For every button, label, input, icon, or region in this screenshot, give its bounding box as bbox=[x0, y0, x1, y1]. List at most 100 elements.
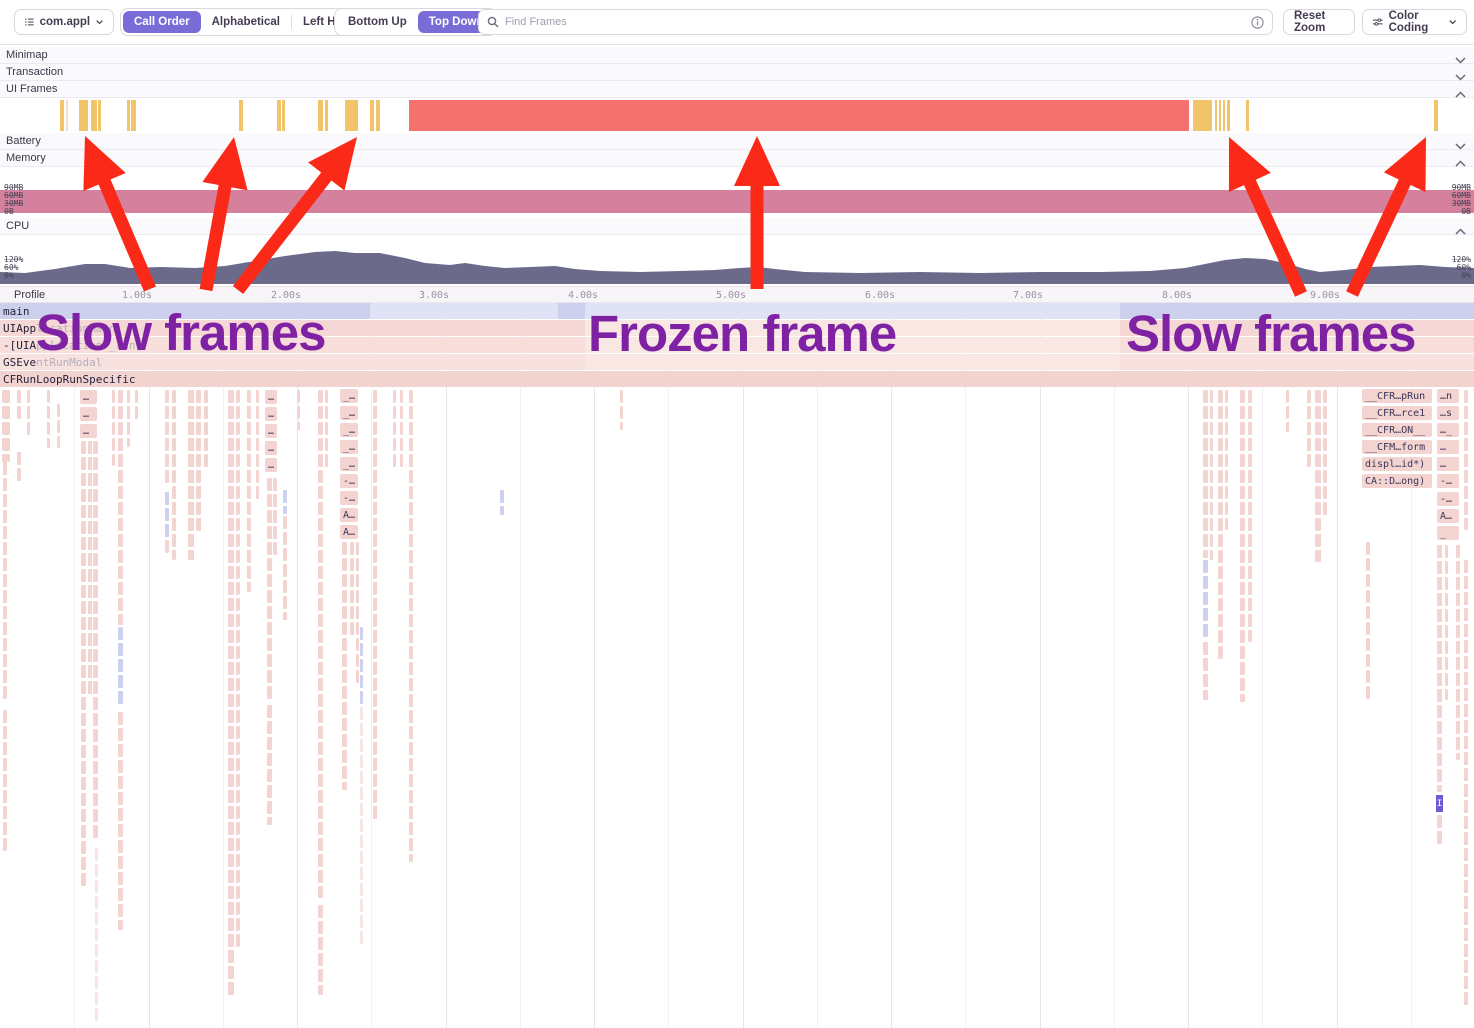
flame-frame-bar[interactable] bbox=[93, 537, 98, 550]
flame-frame-bar[interactable] bbox=[88, 585, 92, 598]
flame-frame-bar[interactable] bbox=[273, 526, 277, 539]
flame-frame-bar[interactable] bbox=[204, 406, 208, 419]
flame-frame-bar[interactable] bbox=[342, 574, 347, 587]
flame-frame-bar[interactable] bbox=[273, 494, 277, 507]
flame-frame-bar[interactable] bbox=[81, 777, 86, 790]
flame-frame-bar[interactable] bbox=[318, 710, 323, 723]
flame-frame-bar[interactable] bbox=[356, 638, 359, 651]
flame-frame-bar[interactable] bbox=[188, 470, 194, 483]
flame-frame-bar[interactable] bbox=[247, 534, 251, 547]
flame-frame-bar[interactable] bbox=[172, 502, 176, 515]
flame-frame-bar[interactable] bbox=[409, 854, 413, 862]
flame-frame-bar[interactable] bbox=[356, 654, 359, 667]
flame-frame-bar[interactable] bbox=[360, 819, 363, 832]
flame-frame-bar[interactable] bbox=[81, 809, 86, 822]
flame-frame-bar[interactable] bbox=[196, 422, 201, 435]
flame-frame-bar[interactable] bbox=[393, 422, 396, 435]
flame-frame-bar[interactable] bbox=[1464, 928, 1468, 941]
flame-frame-bar[interactable] bbox=[228, 982, 234, 995]
flame-frame-bar[interactable] bbox=[236, 774, 240, 787]
flame-frame-bar[interactable] bbox=[236, 806, 240, 819]
flame-frame-bar[interactable] bbox=[93, 473, 98, 486]
flame-frame-bar[interactable] bbox=[3, 774, 7, 787]
flame-frame-bar[interactable] bbox=[1366, 670, 1370, 683]
flame-frame-bar[interactable] bbox=[112, 422, 115, 435]
flame-frame-bar[interactable] bbox=[188, 502, 194, 515]
flame-frame-bar[interactable] bbox=[2, 390, 10, 403]
flame-frame-bar[interactable] bbox=[1464, 704, 1468, 717]
flame-frame-bar[interactable] bbox=[373, 390, 377, 403]
flame-frame-bar[interactable] bbox=[236, 534, 240, 547]
flame-frame-bar[interactable] bbox=[95, 864, 98, 877]
flame-frame-bar[interactable] bbox=[373, 486, 377, 499]
slow-frame-bar[interactable] bbox=[325, 100, 328, 131]
flame-frame-bar[interactable] bbox=[3, 654, 7, 667]
flame-frame-bar[interactable] bbox=[2, 406, 10, 419]
flame-frame-bar[interactable] bbox=[1464, 816, 1468, 829]
flame-frame-bar[interactable] bbox=[247, 454, 251, 467]
flame-frame-bar[interactable] bbox=[409, 470, 413, 483]
flame-frame-labeled[interactable]: … bbox=[80, 407, 97, 421]
flame-frame-bar[interactable] bbox=[1248, 566, 1252, 579]
slow-frame-bar[interactable] bbox=[1227, 100, 1230, 131]
flame-frame-bar[interactable] bbox=[81, 793, 86, 806]
flame-frame-bar[interactable] bbox=[1203, 438, 1208, 451]
flame-frame-bar[interactable] bbox=[228, 790, 234, 803]
flame-frame-bar[interactable] bbox=[409, 582, 413, 595]
flame-frame-bar[interactable] bbox=[88, 473, 92, 486]
flame-frame-bar[interactable] bbox=[236, 934, 240, 947]
flame-frame-bar[interactable] bbox=[17, 468, 21, 481]
flame-frame-bar[interactable] bbox=[318, 838, 323, 851]
flame-frame-bar[interactable] bbox=[228, 934, 234, 947]
flame-frame-bar[interactable] bbox=[118, 840, 123, 853]
flame-frame-bar[interactable] bbox=[1464, 880, 1468, 893]
flame-frame-bar[interactable] bbox=[360, 931, 363, 944]
flame-frame-bar[interactable] bbox=[373, 406, 377, 419]
flame-frame-bar[interactable] bbox=[236, 678, 240, 691]
flame-frame-bar[interactable] bbox=[1218, 390, 1223, 403]
flame-row-uiapp[interactable]: UIApplicationMain bbox=[0, 320, 1474, 336]
flame-frame-bar[interactable] bbox=[360, 707, 363, 720]
flame-frame-bar[interactable] bbox=[318, 790, 323, 803]
flame-frame-bar[interactable] bbox=[1240, 422, 1245, 435]
flame-frame-bar[interactable] bbox=[273, 478, 277, 491]
flame-frame-bar[interactable] bbox=[188, 486, 194, 499]
flame-frame-bar[interactable] bbox=[1315, 486, 1321, 499]
flame-frame-bar[interactable] bbox=[1323, 502, 1327, 515]
flame-frame-bar[interactable] bbox=[118, 627, 123, 640]
flame-frame-bar[interactable] bbox=[1240, 470, 1245, 483]
flame-frame-bar[interactable] bbox=[1323, 470, 1327, 483]
flame-frame-bar[interactable] bbox=[188, 454, 194, 467]
flame-frame-bar[interactable] bbox=[118, 675, 123, 688]
flame-frame-bar[interactable] bbox=[1445, 673, 1448, 686]
flame-frame-bar[interactable] bbox=[1248, 598, 1252, 611]
flame-frame-bar[interactable] bbox=[1315, 470, 1321, 483]
flame-frame-bar[interactable] bbox=[236, 902, 240, 915]
flame-frame-bar[interactable] bbox=[1464, 976, 1468, 989]
flame-frame-labeled[interactable]: _… bbox=[340, 406, 358, 420]
flame-frame-bar[interactable] bbox=[356, 670, 359, 683]
flame-frame-bar[interactable] bbox=[409, 422, 413, 435]
flame-frame-bar[interactable] bbox=[1218, 454, 1223, 467]
flame-frame-bar[interactable] bbox=[1366, 590, 1370, 603]
flame-frame-bar[interactable] bbox=[2, 454, 10, 462]
flame-frame-bar[interactable] bbox=[1240, 486, 1245, 499]
flame-frame-bar[interactable] bbox=[1210, 550, 1213, 560]
flame-frame-bar[interactable] bbox=[318, 806, 323, 819]
flame-frame-bar[interactable] bbox=[1225, 390, 1228, 403]
flame-frame-bar[interactable] bbox=[393, 390, 396, 403]
flame-frame-bar[interactable] bbox=[1203, 502, 1208, 515]
flame-frame-bar[interactable] bbox=[360, 643, 363, 656]
flame-frame-bar[interactable] bbox=[342, 782, 347, 790]
flame-frame-bar[interactable] bbox=[1203, 560, 1208, 573]
flame-frame-bar[interactable] bbox=[196, 406, 201, 419]
flame-frame-bar[interactable] bbox=[247, 406, 251, 419]
flame-frame-bar[interactable] bbox=[409, 486, 413, 499]
flame-frame-bar[interactable] bbox=[228, 422, 234, 435]
flame-frame-bar[interactable] bbox=[118, 550, 123, 563]
flame-frame-labeled[interactable]: A… bbox=[340, 525, 358, 539]
flame-frame-bar[interactable] bbox=[118, 888, 123, 901]
flame-frame-bar[interactable] bbox=[1437, 815, 1442, 828]
flame-frame-bar[interactable] bbox=[318, 598, 323, 611]
flame-frame-bar[interactable] bbox=[81, 537, 86, 550]
